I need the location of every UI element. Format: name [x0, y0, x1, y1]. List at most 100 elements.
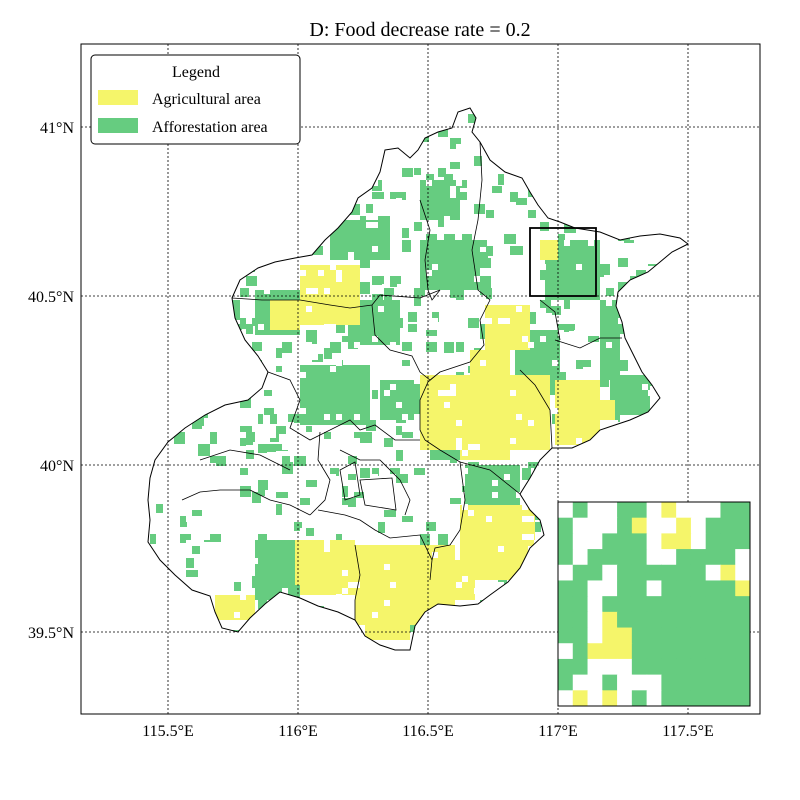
afforestation-cell	[180, 354, 191, 365]
afforestation-cell	[336, 534, 342, 544]
inset-cell	[602, 643, 618, 660]
afforestation-cell	[252, 180, 262, 187]
afforestation-cell	[618, 282, 627, 291]
unclassified-cell	[300, 408, 306, 414]
unclassified-cell	[330, 264, 336, 270]
afforestation-cell	[558, 324, 569, 332]
afforestation-cell	[450, 138, 461, 149]
afforestation-cell	[306, 528, 314, 536]
inset-cell	[690, 549, 707, 566]
unclassified-cell	[222, 498, 228, 504]
unclassified-cell	[462, 120, 468, 126]
afforestation-cell	[618, 468, 628, 478]
unclassified-cell	[366, 222, 372, 228]
afforestation-cell	[414, 222, 422, 231]
inset-cell	[602, 674, 618, 691]
unclassified-cell	[348, 252, 354, 258]
afforestation-cell	[240, 486, 251, 497]
inset-cell	[602, 502, 618, 519]
unclassified-cell	[324, 540, 330, 546]
inset-cell	[676, 674, 692, 691]
unclassified-cell	[180, 162, 186, 168]
afforestation-cell	[486, 288, 492, 299]
afforestation-cell	[276, 624, 286, 636]
afforestation-cell	[588, 180, 599, 189]
unclassified-cell	[444, 162, 450, 168]
unclassified-cell	[270, 150, 276, 156]
inset-cell	[617, 690, 633, 706]
afforestation-cell	[186, 156, 198, 164]
unclassified-cell	[384, 174, 390, 180]
afforestation-cell	[210, 162, 218, 171]
afforestation-cell	[498, 174, 504, 185]
unclassified-cell	[396, 198, 402, 204]
unclassified-cell	[474, 276, 480, 282]
afforestation-cell	[300, 132, 309, 140]
inset-cell	[690, 502, 707, 519]
inset-cell	[720, 580, 736, 597]
unclassified-cell	[642, 384, 648, 390]
inset-cell	[735, 627, 750, 644]
unclassified-cell	[234, 414, 240, 420]
inset-cell	[735, 596, 750, 613]
afforestation-cell	[408, 312, 417, 322]
unclassified-cell	[168, 498, 174, 504]
unclassified-cell	[384, 366, 390, 372]
afforestation-cell	[216, 192, 225, 203]
unclassified-cell	[540, 498, 546, 504]
unclassified-cell	[456, 420, 462, 426]
afforestation-cell	[300, 498, 310, 505]
unclassified-cell	[246, 582, 252, 588]
afforestation-block	[380, 380, 420, 420]
unclassified-cell	[282, 444, 288, 450]
unclassified-cell	[522, 534, 528, 540]
unclassified-cell	[498, 582, 504, 588]
afforestation-cell	[186, 294, 195, 303]
inset-cell	[558, 564, 574, 582]
unclassified-cell	[552, 510, 558, 516]
afforestation-cell	[366, 420, 376, 431]
afforestation-cell	[612, 438, 623, 449]
afforestation-cell	[444, 342, 454, 353]
inset-cell	[587, 643, 603, 660]
x-tick-label: 116.5°E	[402, 723, 454, 740]
unclassified-cell	[600, 168, 606, 174]
unclassified-cell	[444, 216, 450, 222]
unclassified-cell	[660, 402, 666, 408]
unclassified-cell	[180, 372, 186, 378]
inset-cell	[631, 533, 648, 550]
unclassified-cell	[192, 228, 198, 234]
unclassified-cell	[210, 210, 216, 216]
unclassified-cell	[252, 414, 258, 420]
unclassified-cell	[162, 618, 168, 624]
unclassified-cell	[186, 378, 192, 384]
inset-cell	[602, 549, 618, 566]
afforestation-cell	[168, 330, 180, 337]
unclassified-cell	[348, 582, 354, 588]
unclassified-cell	[324, 546, 330, 552]
afforestation-cell	[654, 408, 664, 417]
inset-cell	[690, 643, 707, 660]
afforestation-cell	[306, 630, 313, 638]
afforestation-cell	[342, 150, 353, 160]
inset-cell	[558, 658, 574, 676]
inset-cell	[617, 658, 633, 676]
inset-cell	[661, 643, 677, 660]
afforestation-cell	[162, 204, 171, 210]
afforestation-cell	[438, 168, 446, 177]
inset-cell	[646, 502, 662, 519]
unclassified-cell	[438, 606, 444, 612]
inset-cell	[631, 658, 648, 676]
afforestation-cell	[414, 168, 421, 175]
unclassified-cell	[252, 468, 258, 474]
unclassified-cell	[336, 444, 342, 450]
unclassified-cell	[324, 324, 330, 330]
unclassified-cell	[432, 120, 438, 126]
afforestation-cell	[168, 342, 180, 353]
unclassified-cell	[444, 390, 450, 396]
unclassified-cell	[258, 228, 264, 234]
unclassified-cell	[672, 360, 678, 366]
afforestation-cell	[540, 576, 547, 582]
afforestation-cell	[192, 546, 200, 554]
afforestation-cell	[678, 306, 688, 317]
